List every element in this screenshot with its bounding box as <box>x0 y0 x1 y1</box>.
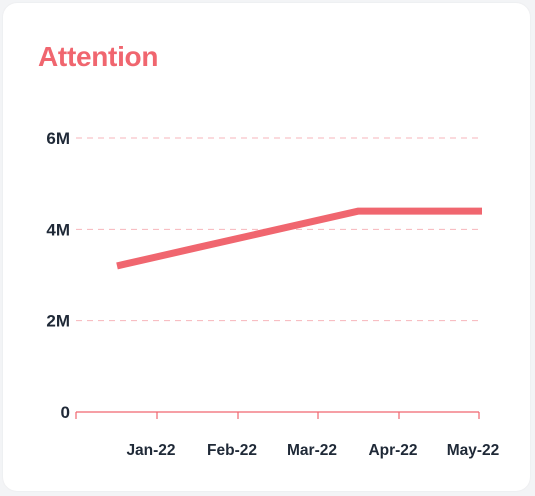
y-tick-label: 2M <box>46 312 70 331</box>
y-tick-label: 6M <box>46 129 70 148</box>
x-tick-label: Apr-22 <box>368 442 417 459</box>
y-tick-label: 4M <box>46 220 70 239</box>
y-axis-tick-labels: 0 2M 4M 6M <box>46 129 70 422</box>
x-axis <box>75 411 480 419</box>
x-tick-label: May-22 <box>447 442 500 459</box>
chart-card <box>3 3 530 491</box>
y-tick-label: 0 <box>61 403 70 422</box>
chart-title: Attention <box>38 41 159 72</box>
series-lines <box>116 207 482 270</box>
series-line <box>116 207 482 270</box>
x-tick-label: Feb-22 <box>207 442 257 459</box>
x-tick-label: Jan-22 <box>126 442 175 459</box>
x-axis-tick-labels: Jan-22 Feb-22 Mar-22 Apr-22 May-22 <box>126 442 499 459</box>
x-tick-label: Mar-22 <box>287 442 337 459</box>
